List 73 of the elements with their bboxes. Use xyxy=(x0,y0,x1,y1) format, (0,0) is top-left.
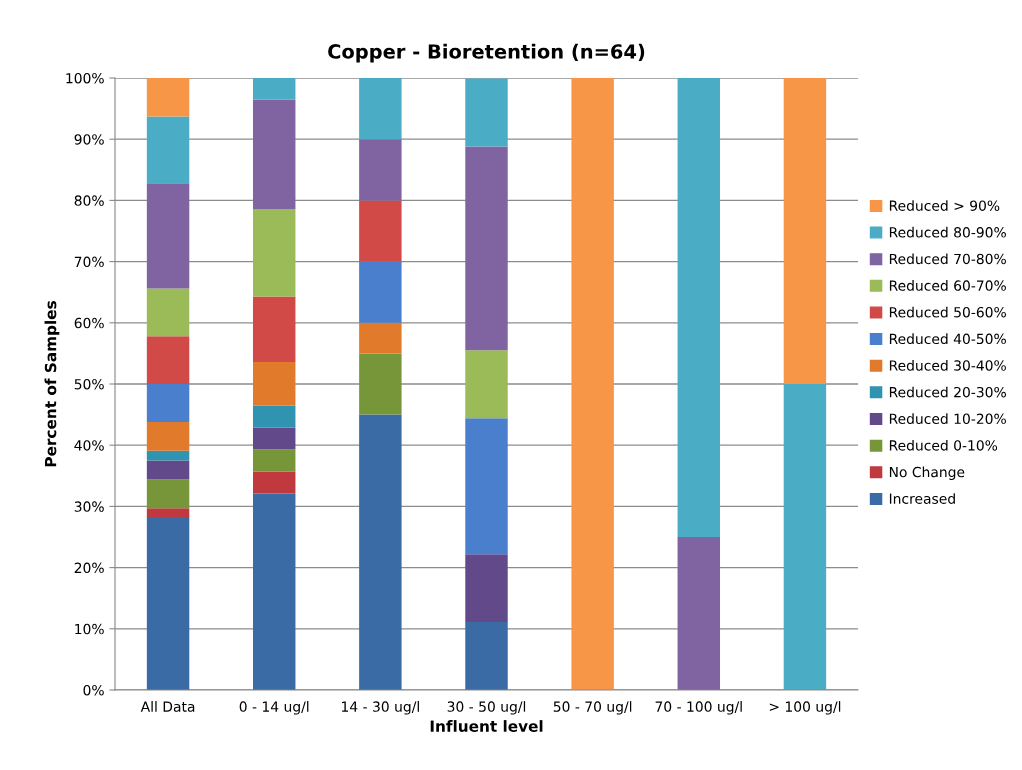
bar xyxy=(571,78,614,690)
bar xyxy=(146,336,190,384)
x-tick-label: 0 - 14 ug/l xyxy=(239,701,309,715)
bar xyxy=(359,322,402,354)
y-tick-label: 40% xyxy=(74,440,104,451)
legend-label: Reduced 50-60% xyxy=(889,306,1006,318)
bar xyxy=(359,353,402,415)
legend-label: Reduced 80-90% xyxy=(889,226,1006,238)
bar xyxy=(359,261,402,323)
x-tick-label: All Data xyxy=(140,701,195,712)
legend-label: Reduced 70-80% xyxy=(889,253,1006,265)
legend-label: Reduced 40-50% xyxy=(889,333,1006,345)
y-tick-label: 100% xyxy=(66,72,104,84)
x-tick-label: 50 - 70 ug/l xyxy=(553,701,632,715)
bar xyxy=(252,493,296,690)
y-tick-label: 0% xyxy=(83,684,104,696)
bar xyxy=(146,479,190,509)
y-tick-label: 60% xyxy=(74,317,104,329)
bar xyxy=(359,78,402,140)
bar xyxy=(146,288,190,337)
bar xyxy=(359,139,402,201)
bar xyxy=(146,183,190,289)
legend-label: Reduced 0-10% xyxy=(889,439,998,451)
bar xyxy=(465,350,508,419)
bar xyxy=(252,405,296,428)
x-tick-label: > 100 ug/l xyxy=(769,701,841,715)
bar xyxy=(146,460,190,480)
legend-label: Reduced 10-20% xyxy=(889,413,1006,425)
bar xyxy=(252,361,296,406)
legend-label: Reduced 30-40% xyxy=(889,360,1006,371)
y-tick-label: 90% xyxy=(74,134,104,145)
y-tick-label: 20% xyxy=(74,562,104,574)
bar xyxy=(783,384,827,690)
bar xyxy=(252,471,296,494)
y-tick-label: 30% xyxy=(74,501,104,512)
y-tick-label: 70% xyxy=(74,256,104,268)
bar xyxy=(465,78,508,147)
bar xyxy=(252,449,296,472)
x-tick-label: 14 - 30 ug/l xyxy=(342,701,419,715)
bar xyxy=(146,450,190,461)
bar xyxy=(252,427,296,450)
bar xyxy=(146,384,190,422)
y-axis-title: Percent of Samples xyxy=(44,301,60,467)
bar xyxy=(465,146,508,351)
bar xyxy=(677,537,721,690)
x-axis-title: Influent level xyxy=(430,720,543,732)
bar xyxy=(465,554,508,623)
y-tick-label: 10% xyxy=(75,623,104,635)
legend-label: Reduced > 90% xyxy=(889,200,1000,211)
legend-label: Reduced 60-70% xyxy=(889,280,1006,291)
legend-label: Increased xyxy=(889,493,955,504)
bar xyxy=(252,99,296,209)
bar xyxy=(252,78,296,100)
bar xyxy=(677,78,721,537)
bar xyxy=(146,508,190,519)
bar xyxy=(252,208,296,297)
bar xyxy=(146,116,190,184)
bar xyxy=(783,78,827,384)
bar xyxy=(252,296,296,362)
bar xyxy=(146,421,190,451)
x-tick-label: 70 - 100 ug/l xyxy=(655,701,742,715)
legend-label: No Change xyxy=(889,466,965,480)
bar xyxy=(465,418,508,555)
x-tick-label: 30 - 50 ug/l xyxy=(447,701,526,715)
bar xyxy=(359,414,402,690)
bar xyxy=(146,78,190,117)
bar xyxy=(359,200,402,262)
legend-label: Reduced 20-30% xyxy=(889,386,1006,398)
bar xyxy=(146,518,190,690)
bar xyxy=(465,622,508,690)
chart-title: Copper - Bioretention (n=64) xyxy=(328,43,645,63)
y-tick-label: 80% xyxy=(74,195,104,206)
y-tick-label: 50% xyxy=(74,378,104,390)
